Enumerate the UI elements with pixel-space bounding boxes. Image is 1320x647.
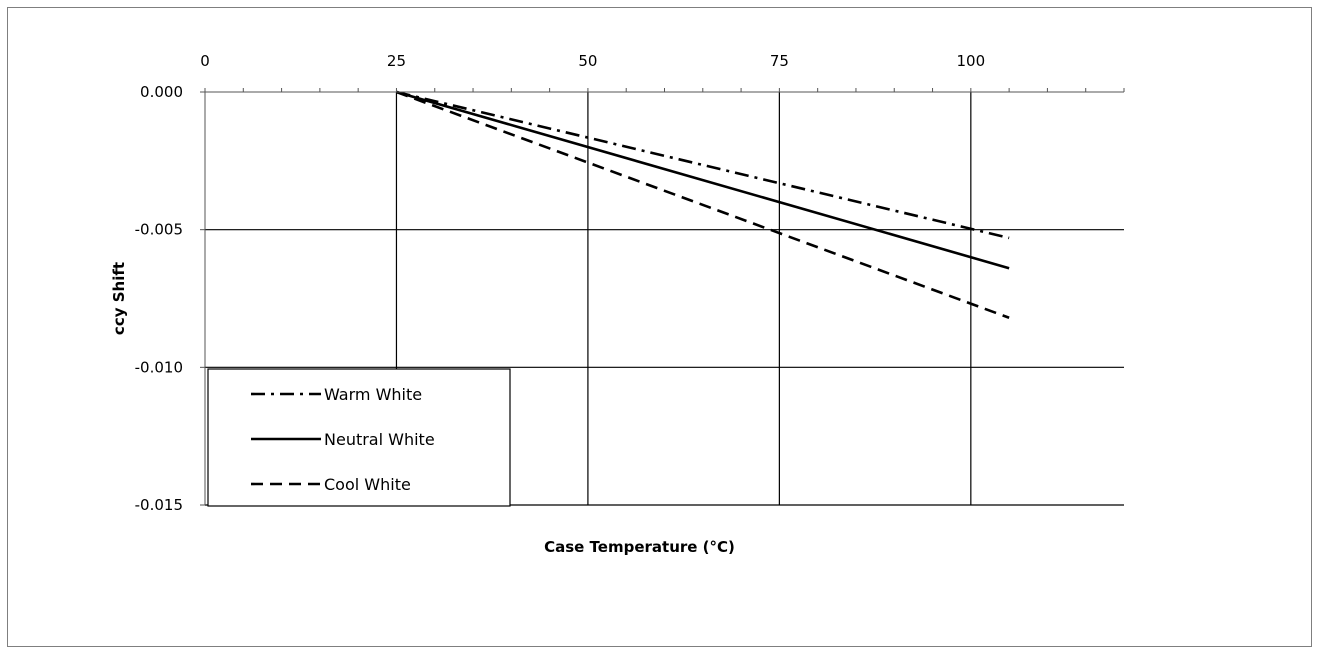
x-tick-label: 25 xyxy=(387,52,406,70)
legend-label: Neutral White xyxy=(324,430,435,449)
series-line-warm-white xyxy=(396,90,1010,240)
x-tick-label: 75 xyxy=(770,52,789,70)
x-tick-label: 50 xyxy=(578,52,597,70)
y-tick-label: 0.000 xyxy=(140,83,183,101)
axes xyxy=(200,88,1125,506)
chart-frame xyxy=(7,7,1312,647)
y-tick-labels: 0.000 -0.005 -0.010 -0.015 xyxy=(135,83,183,514)
series-line-neutral-white xyxy=(396,90,1010,270)
y-tick-label: -0.015 xyxy=(135,496,183,514)
legend-label: Cool White xyxy=(324,475,411,494)
x-tick-labels: 0 25 50 75 100 xyxy=(200,52,985,70)
legend: Warm White Neutral White Cool White xyxy=(207,368,511,507)
x-axis-title: Case Temperature (°C) xyxy=(544,538,735,556)
y-tick-label: -0.005 xyxy=(135,221,183,239)
x-tick-label: 0 xyxy=(200,52,210,70)
legend-label: Warm White xyxy=(324,385,422,404)
y-axis-title: ccy Shift xyxy=(110,262,128,335)
series-line-cool-white xyxy=(396,90,1010,319)
y-tick-label: -0.010 xyxy=(135,358,183,376)
x-tick-label: 100 xyxy=(957,52,986,70)
chart: 0 25 50 75 100 0.000 -0.005 -0.010 -0.015 Case … xyxy=(110,52,1125,556)
series-layer xyxy=(396,90,1010,319)
